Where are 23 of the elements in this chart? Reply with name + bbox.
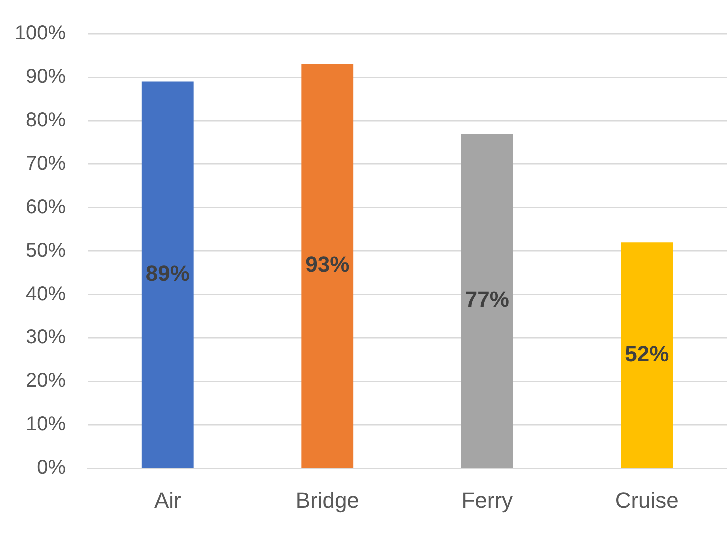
- y-tick-label: 0%: [37, 457, 66, 480]
- x-tick-label: Bridge: [296, 488, 360, 513]
- y-tick-label: 90%: [26, 66, 66, 88]
- bar: [461, 134, 514, 468]
- bar: [621, 242, 674, 468]
- data-label: 52%: [625, 341, 670, 366]
- bar: [142, 82, 194, 468]
- x-tick-label: Cruise: [615, 488, 679, 513]
- y-tick-label: 50%: [26, 240, 66, 262]
- y-tick-label: 70%: [26, 152, 66, 175]
- y-tick-label: 30%: [26, 326, 66, 349]
- y-tick-label: 10%: [26, 414, 66, 436]
- data-label: 89%: [146, 260, 190, 286]
- data-label: 93%: [306, 252, 350, 278]
- y-tick-label: 40%: [26, 283, 66, 306]
- x-tick-label: Air: [154, 488, 182, 513]
- data-label: 77%: [465, 287, 510, 312]
- y-tick-label: 80%: [26, 109, 66, 132]
- y-tick-label: 60%: [26, 196, 66, 218]
- bar: [302, 64, 354, 468]
- x-tick-label: Ferry: [462, 488, 514, 513]
- y-tick-label: 20%: [26, 370, 66, 392]
- y-tick-label: 100%: [14, 22, 66, 45]
